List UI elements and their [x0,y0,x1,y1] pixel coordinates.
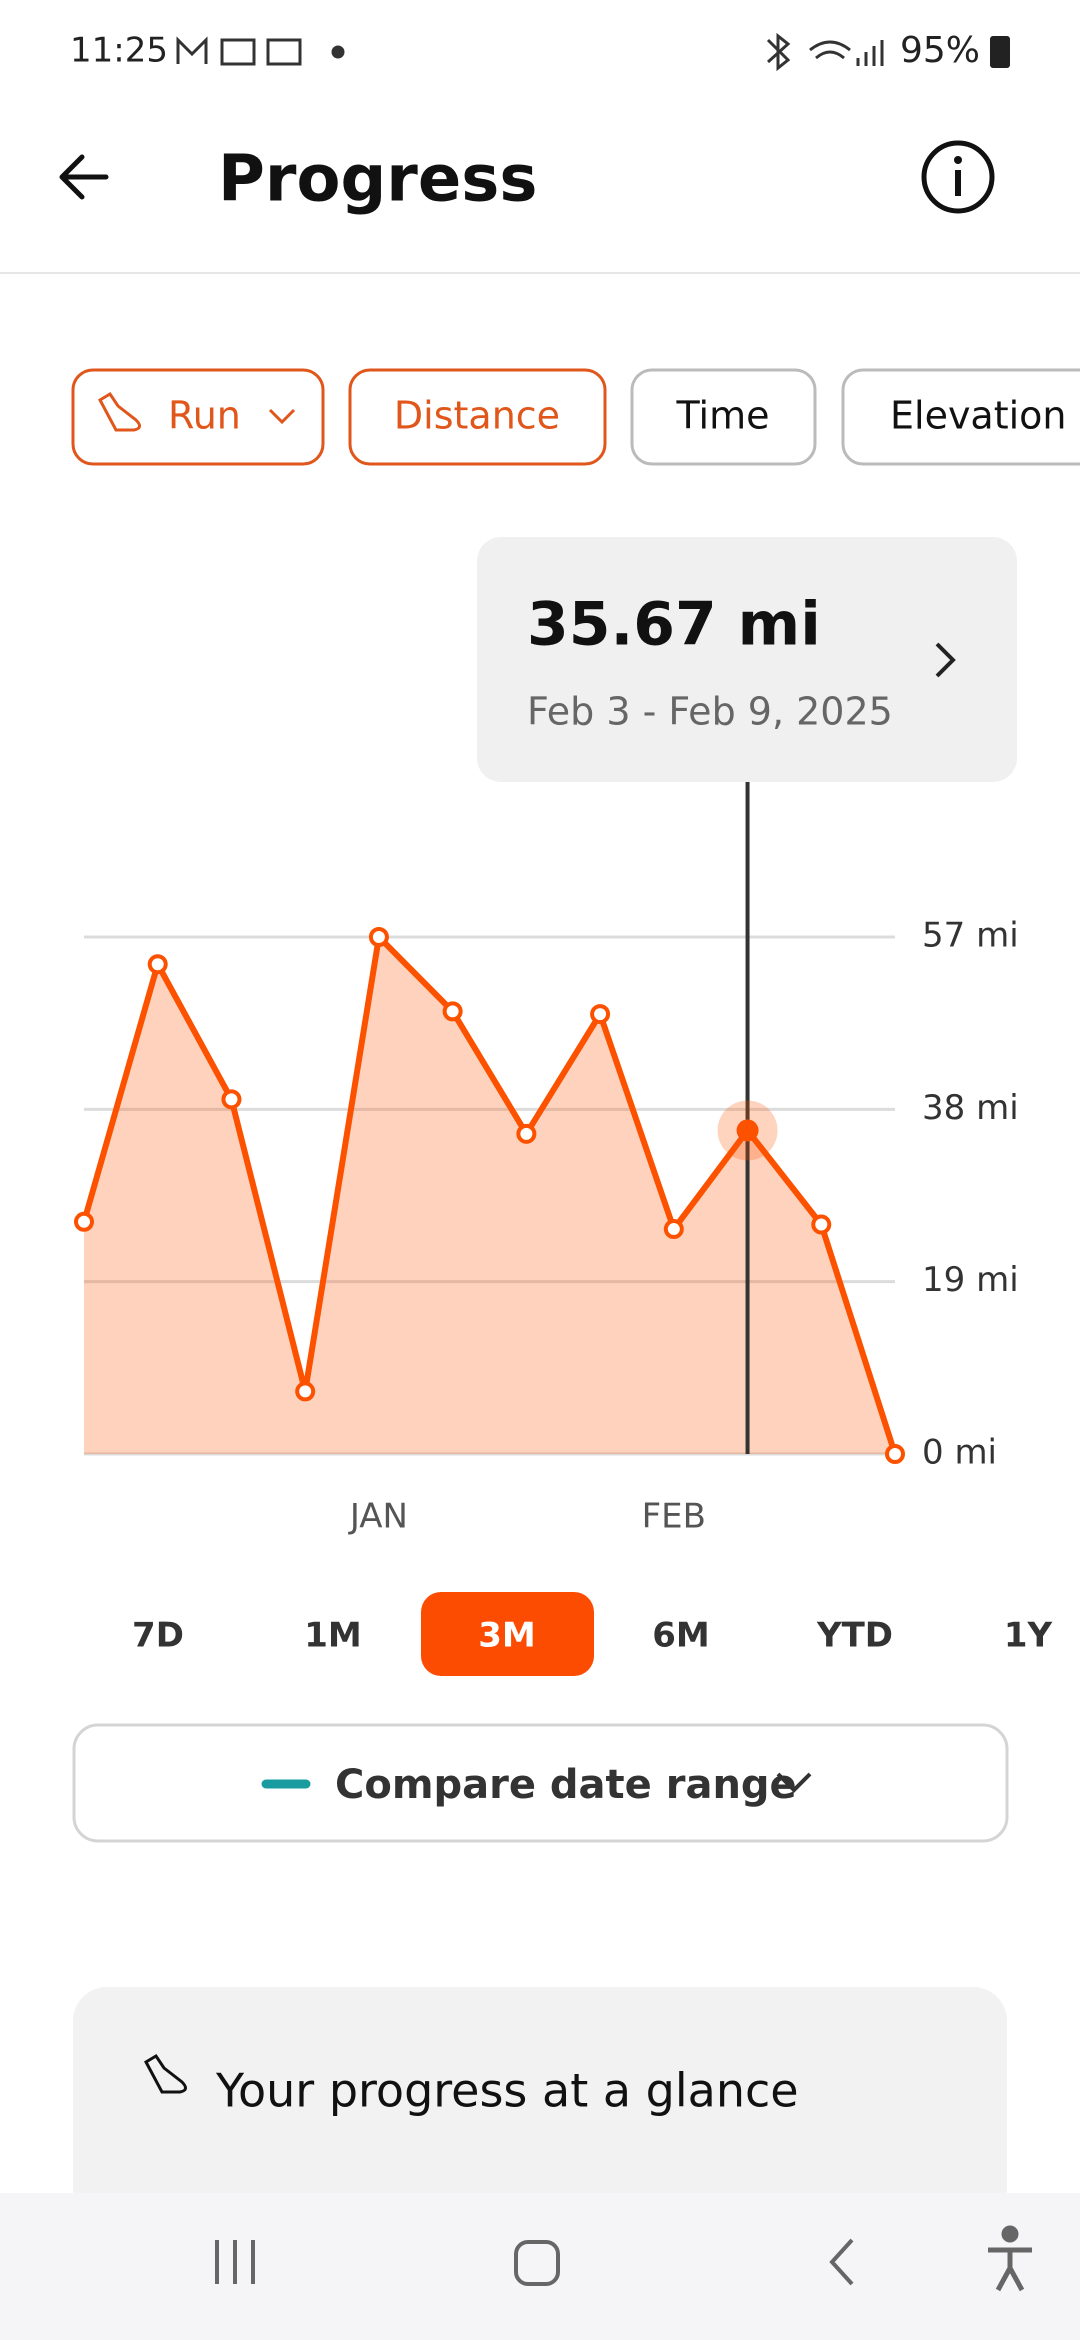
info-bar [955,170,961,196]
period-tab[interactable]: YTD [816,1616,893,1656]
shoe-icon [98,391,141,432]
x-tick-label: FEB [642,1497,706,1537]
chip-chevron [268,408,296,425]
chip-time[interactable]: Time [630,368,817,466]
info-dot [954,156,962,164]
info-circle [921,140,995,214]
y-tick-label: 57 mi [922,916,1019,956]
status-icons [176,32,884,72]
back-button[interactable] [59,154,109,200]
chip-elevation[interactable]: Elevation Gain [841,368,1080,466]
point[interactable] [663,1219,684,1240]
y-tick-label: 0 mi [922,1433,997,1473]
y-tick-label: 19 mi [922,1260,1019,1300]
point[interactable] [885,1444,905,1464]
point[interactable] [590,1004,611,1025]
period-tab[interactable]: 1Y [1004,1616,1053,1656]
chip-bg [841,368,1080,466]
point[interactable] [147,954,168,975]
chip-label: Run [168,394,241,438]
point[interactable] [74,1211,94,1232]
point[interactable] [516,1123,537,1144]
status-time: 11:25 [70,31,168,71]
compare-label: Compare date range [335,1762,797,1808]
compare-chevron [776,1772,812,1793]
chip-bg [71,368,325,466]
card-shoe-icon [144,2053,187,2094]
tooltip-chevron [935,642,956,678]
chart: 0 mi 19 mi 38 mi 57 mi JAN FEB 35.67 mi Feb 3 -… [74,537,1019,1537]
info-button[interactable] [921,140,995,214]
tab-selected-bg [421,1592,594,1676]
chip-label: Time [676,394,770,438]
compare-button[interactable]: Compare date range [72,1723,1009,1843]
battery-icon [990,36,1010,68]
line [81,934,898,1455]
nav-recents[interactable] [215,2240,255,2284]
point[interactable] [368,927,389,947]
point[interactable] [811,1214,832,1235]
period-tab[interactable]: 3M [478,1616,536,1656]
period-tabs: 7D 1M 3M 6M YTD 1Y [132,1592,1053,1676]
nav-back[interactable] [829,2238,854,2286]
status-battery: 95% [900,30,980,71]
chip-label: Elevation Gain [890,394,1080,438]
nav-accessibility[interactable] [988,2225,1032,2292]
period-tab[interactable]: 6M [652,1616,710,1656]
point[interactable] [221,1089,242,1110]
y-tick-label: 38 mi [922,1088,1019,1128]
period-tab[interactable]: 7D [132,1616,184,1656]
nav-bar [0,2193,1080,2340]
x-tick-label: JAN [348,1497,408,1537]
compare-bg [72,1723,1009,1843]
chip-bg [348,368,607,466]
card-title: Your progress at a glance [215,2064,799,2118]
nav-home[interactable] [514,2240,560,2286]
point[interactable] [442,1001,463,1022]
tooltip[interactable]: 35.67 mi Feb 3 - Feb 9, 2025 [477,537,1017,782]
period-tab[interactable]: 1M [304,1616,362,1656]
point[interactable] [736,1119,759,1142]
tooltip-date: Feb 3 - Feb 9, 2025 [527,690,893,734]
chip-distance[interactable]: Distance [348,368,607,466]
point[interactable] [295,1381,316,1402]
chip-run[interactable]: Run [71,368,325,466]
tooltip-bg [477,537,1017,782]
header-title: Progress [218,143,537,217]
chip-bg [630,368,817,466]
chip-label: Distance [394,394,560,438]
tooltip-value: 35.67 mi [527,590,821,660]
